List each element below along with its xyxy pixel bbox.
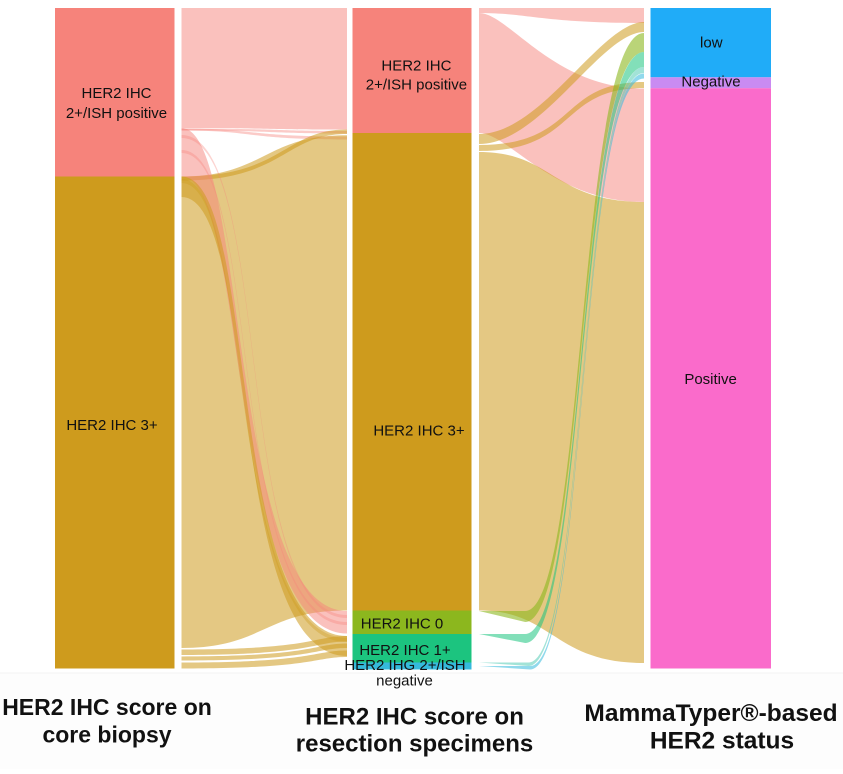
svg-text:HER2 IHG 2+/ISH: HER2 IHG 2+/ISH [344, 657, 465, 674]
svg-text:HER2 IHC 1+: HER2 IHC 1+ [359, 642, 451, 659]
svg-text:HER2 status: HER2 status [650, 728, 794, 755]
svg-text:low: low [700, 35, 723, 52]
svg-text:HER2 IHC score on: HER2 IHC score on [2, 694, 212, 720]
svg-text:HER2 IHC 3+: HER2 IHC 3+ [373, 423, 465, 440]
svg-text:HER2 IHC 0: HER2 IHC 0 [361, 616, 444, 633]
svg-text:HER2 IHC score on: HER2 IHC score on [305, 704, 524, 731]
svg-text:Positive: Positive [684, 371, 737, 388]
svg-text:2+/ISH positive: 2+/ISH positive [366, 77, 467, 94]
svg-text:resection specimens: resection specimens [296, 731, 533, 758]
svg-text:HER2 IHC: HER2 IHC [381, 58, 451, 75]
svg-text:HER2 IHC: HER2 IHC [81, 85, 151, 102]
svg-text:Negative: Negative [681, 74, 740, 91]
svg-text:HER2 IHC 3+: HER2 IHC 3+ [66, 417, 158, 434]
svg-text:MammaTyper®-based: MammaTyper®-based [584, 700, 837, 727]
svg-text:2+/ISH positive: 2+/ISH positive [66, 105, 167, 122]
svg-text:core biopsy: core biopsy [42, 722, 171, 748]
svg-text:negative: negative [376, 673, 433, 690]
